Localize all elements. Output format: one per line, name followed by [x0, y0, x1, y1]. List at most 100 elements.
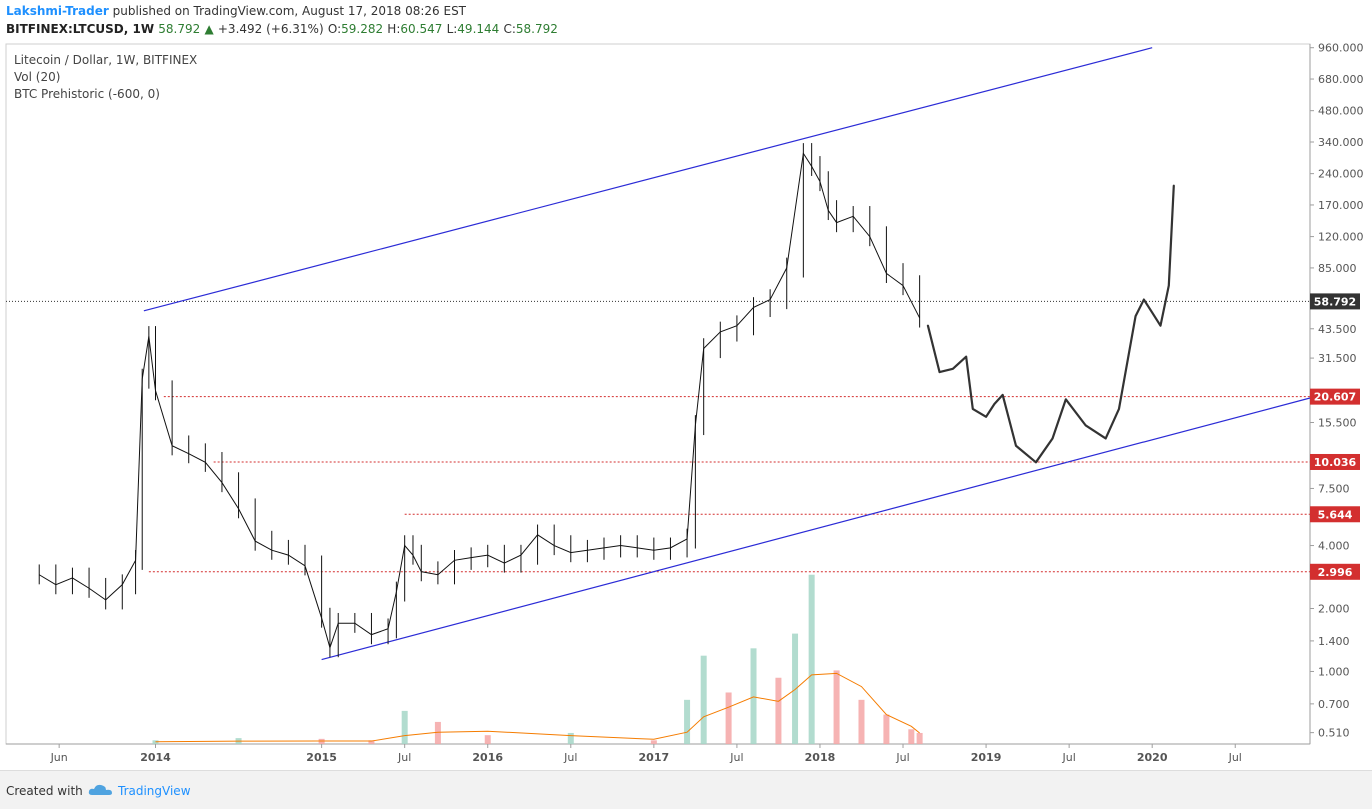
volume-bar — [725, 692, 732, 744]
y-tick-label: 120.000 — [1318, 231, 1364, 244]
y-tick-label: 85.000 — [1318, 262, 1357, 275]
support-levels: 20.607 10.036 5.644 2.996 58.792 — [6, 293, 1360, 580]
low-label: L: — [446, 22, 458, 36]
support-label-box — [1310, 506, 1360, 523]
volume-bar — [908, 729, 915, 744]
tradingview-link[interactable]: TradingView — [118, 784, 191, 798]
x-tick-label: 2016 — [472, 751, 503, 764]
y-tick-label: 680.000 — [1318, 73, 1364, 86]
volume-bars — [152, 574, 923, 744]
volume-bar — [401, 710, 408, 744]
x-tick-label: Jun — [50, 751, 68, 764]
last-price: 58.792 — [158, 22, 201, 36]
price-chart[interactable]: 20.607 10.036 5.644 2.996 58.792 0.510 0.700 1… — [0, 40, 1372, 770]
y-tick-label: 170.000 — [1318, 199, 1364, 212]
published-text: published on TradingView.com, August 17,… — [112, 4, 467, 18]
price-line — [38, 151, 921, 650]
legend-title: Litecoin / Dollar, 1W, BITFINEX — [14, 53, 197, 67]
high-value: 60.547 — [400, 22, 443, 36]
chart-header: Lakshmi-Trader published on TradingView.… — [0, 0, 1372, 40]
x-tick-label: 2020 — [1137, 751, 1168, 764]
volume-bar — [368, 740, 375, 744]
y-tick-label: 1.000 — [1318, 665, 1350, 678]
time-axis[interactable]: Jun 2014 2015 Jul 2016 Jul 2017 Jul 2018 Jul 2019 J… — [50, 744, 1242, 764]
price-bars — [38, 143, 921, 658]
x-tick-label: 2019 — [971, 751, 1002, 764]
volume-bar — [883, 714, 890, 744]
support-label-box — [1310, 563, 1360, 580]
y-tick-label: 480.000 — [1318, 105, 1364, 118]
support-label: 20.607 — [1314, 391, 1356, 404]
y-tick-label: 1.400 — [1318, 635, 1350, 648]
y-tick-label: 960.000 — [1318, 42, 1364, 55]
support-label: 10.036 — [1314, 456, 1357, 469]
y-tick-label: 43.500 — [1318, 323, 1357, 336]
volume-ma-line — [155, 672, 920, 743]
close-label: C: — [503, 22, 516, 36]
volume-bar — [684, 699, 691, 744]
y-tick-label: 7.500 — [1318, 482, 1350, 495]
support-label-box — [1310, 388, 1360, 405]
volume-bar — [858, 699, 865, 744]
volume-bar — [792, 633, 799, 744]
open-value: 59.282 — [341, 22, 384, 36]
price-axis[interactable]: 0.510 0.700 1.000 1.400 2.000 4.000 7.500 15.50… — [1310, 42, 1364, 740]
y-tick-label: 240.000 — [1318, 168, 1364, 181]
trendlines[interactable] — [143, 47, 1311, 661]
current-price-label: 58.792 — [1314, 295, 1356, 308]
x-tick-label: 2018 — [805, 751, 836, 764]
open-label: O: — [327, 22, 342, 36]
trendline-lower — [321, 397, 1311, 661]
y-tick-label: 340.000 — [1318, 136, 1364, 149]
x-tick-label: 2017 — [639, 751, 670, 764]
volume-bar — [808, 574, 815, 744]
x-tick-label: Jul — [1228, 751, 1242, 764]
volume-bar — [650, 740, 657, 744]
volume-bar — [484, 735, 491, 744]
volume-bar — [750, 648, 757, 744]
volume-bar — [567, 732, 574, 744]
tradingview-cloud-icon — [88, 784, 112, 795]
volume-bar — [916, 732, 923, 744]
ohlc-line: BITFINEX:LTCUSD, 1W 58.792 ▲ +3.492 (+6.… — [6, 22, 558, 36]
high-label: H: — [387, 22, 401, 36]
close-value: 58.792 — [515, 22, 558, 36]
author-link[interactable]: Lakshmi-Trader — [6, 4, 109, 18]
created-with-text: Created with — [6, 784, 83, 798]
volume-bar — [434, 721, 441, 744]
current-price-box — [1310, 293, 1360, 310]
publish-line: Lakshmi-Trader published on TradingView.… — [6, 4, 466, 18]
volume-ma — [155, 672, 920, 743]
volume-bar — [152, 740, 159, 744]
support-label-box — [1310, 453, 1360, 470]
trendline-upper — [143, 47, 1153, 312]
support-label: 5.644 — [1318, 508, 1353, 521]
x-tick-label: Jul — [397, 751, 411, 764]
footer: Created with TradingView — [0, 770, 1372, 809]
legend-volume: Vol (20) — [14, 70, 60, 84]
legend-indicator: BTC Prehistoric (-600, 0) — [14, 87, 160, 101]
y-tick-label: 4.000 — [1318, 540, 1350, 553]
x-tick-label: Jul — [729, 751, 743, 764]
volume-bar — [775, 677, 782, 744]
y-tick-label: 0.510 — [1318, 727, 1350, 740]
low-value: 49.144 — [457, 22, 500, 36]
x-tick-label: Jul — [895, 751, 909, 764]
projection-sketch[interactable] — [926, 184, 1175, 464]
symbol-label[interactable]: BITFINEX:LTCUSD, 1W — [6, 22, 155, 36]
x-tick-label: Jul — [1061, 751, 1075, 764]
y-tick-label: 0.700 — [1318, 698, 1350, 711]
y-tick-label: 31.500 — [1318, 352, 1357, 365]
y-tick-label: 15.500 — [1318, 417, 1357, 430]
x-tick-label: 2015 — [306, 751, 337, 764]
plot-area[interactable] — [5, 43, 1311, 745]
y-tick-label: 2.000 — [1318, 603, 1350, 616]
x-tick-label: 2014 — [140, 751, 171, 764]
up-arrow-icon: ▲ — [204, 22, 214, 36]
volume-bar — [700, 655, 707, 744]
x-tick-label: Jul — [563, 751, 577, 764]
change-value: +3.492 (+6.31%) — [217, 22, 324, 36]
volume-bar — [833, 670, 840, 744]
support-label: 2.996 — [1318, 566, 1353, 579]
projection-path — [926, 184, 1175, 464]
